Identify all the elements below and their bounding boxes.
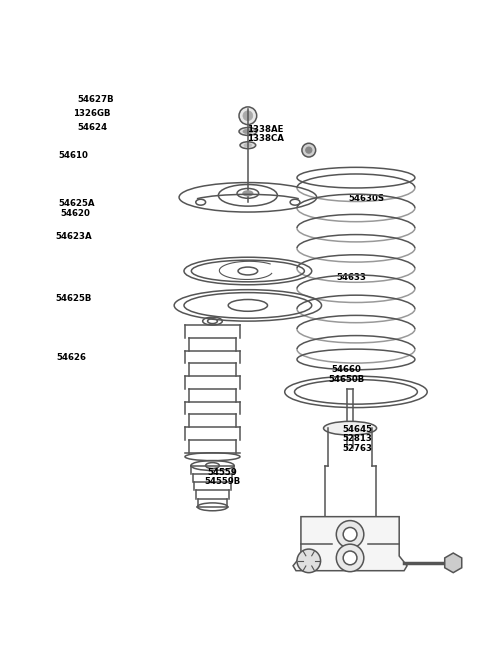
Text: 1338AE: 1338AE	[247, 124, 284, 134]
Text: 54650B: 54650B	[329, 375, 365, 384]
Text: 54660: 54660	[331, 365, 361, 374]
Text: 54610: 54610	[59, 151, 88, 160]
Text: 54627B: 54627B	[77, 94, 114, 103]
Circle shape	[343, 527, 357, 541]
Circle shape	[336, 521, 364, 548]
Circle shape	[239, 107, 257, 124]
Text: 54620: 54620	[61, 209, 91, 218]
Text: 54623A: 54623A	[55, 232, 92, 240]
Text: 54559: 54559	[207, 468, 237, 477]
Text: 54624: 54624	[77, 124, 108, 132]
Text: 54630S: 54630S	[348, 195, 384, 203]
Text: 52763: 52763	[342, 444, 372, 453]
Circle shape	[336, 544, 364, 572]
Polygon shape	[445, 553, 462, 572]
Circle shape	[243, 111, 253, 121]
Text: 54559B: 54559B	[204, 477, 241, 487]
Text: 54633: 54633	[336, 273, 367, 282]
Ellipse shape	[240, 141, 256, 149]
Text: 52813: 52813	[342, 434, 372, 443]
Ellipse shape	[243, 129, 253, 134]
Circle shape	[302, 143, 316, 157]
Circle shape	[343, 551, 357, 565]
Text: 54625A: 54625A	[59, 199, 95, 208]
Text: 54625B: 54625B	[55, 294, 92, 303]
Ellipse shape	[324, 421, 377, 435]
Text: 1326GB: 1326GB	[72, 109, 110, 119]
Ellipse shape	[244, 143, 252, 147]
Text: 1338CA: 1338CA	[247, 134, 284, 143]
Text: 54645: 54645	[342, 424, 372, 434]
Text: 54626: 54626	[56, 353, 86, 362]
Circle shape	[297, 549, 321, 572]
Ellipse shape	[243, 191, 253, 196]
Circle shape	[306, 147, 312, 153]
Polygon shape	[293, 517, 407, 571]
Ellipse shape	[239, 128, 257, 136]
